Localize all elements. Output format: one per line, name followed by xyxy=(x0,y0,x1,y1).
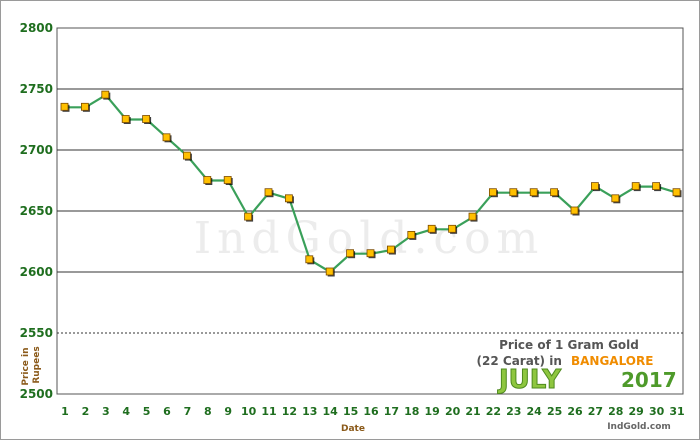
x-tick-16: 16 xyxy=(363,405,379,418)
data-point-5[interactable] xyxy=(142,115,151,123)
x-tick-labels: 1 2 3 4 5 6 7 8 9 10 11 12 13 14 15 16 17 18 19 20 21 22 23 24 2… xyxy=(61,405,684,418)
data-point-15[interactable] xyxy=(346,249,355,258)
data-point-27[interactable] xyxy=(591,182,599,191)
x-tick-27: 27 xyxy=(588,405,603,418)
data-point-6[interactable] xyxy=(162,133,171,142)
data-point-17[interactable] xyxy=(386,245,395,254)
y-tick-2650: 2650 xyxy=(20,204,53,218)
x-tick-23: 23 xyxy=(506,405,521,418)
data-point-28[interactable] xyxy=(611,194,620,203)
data-point-20[interactable] xyxy=(448,224,457,233)
x-tick-10: 10 xyxy=(241,405,257,418)
site-credit: IndGold.com xyxy=(607,422,671,432)
data-point-12[interactable] xyxy=(284,194,293,203)
y-tick-2750: 2750 xyxy=(20,82,53,96)
x-axis-label: Date xyxy=(341,424,365,434)
data-point-19[interactable] xyxy=(427,224,436,233)
x-tick-14: 14 xyxy=(323,405,339,418)
x-tick-31: 31 xyxy=(669,405,684,418)
y-tick-2550: 2550 xyxy=(20,326,53,340)
x-tick-13: 13 xyxy=(302,405,317,418)
x-tick-2: 2 xyxy=(82,405,90,418)
y-tick-2800: 2800 xyxy=(20,21,53,35)
x-tick-8: 8 xyxy=(204,405,212,418)
x-tick-1: 1 xyxy=(61,405,69,418)
y-tick-2500: 2500 xyxy=(20,387,53,401)
data-point-10[interactable] xyxy=(244,212,253,221)
x-tick-15: 15 xyxy=(343,405,358,418)
y-tick-2700: 2700 xyxy=(20,143,53,157)
x-tick-22: 22 xyxy=(486,405,501,418)
title-box: Price of 1 Gram Gold (22 Carat) in BANGA… xyxy=(477,338,677,432)
data-point-22[interactable] xyxy=(488,188,497,197)
x-tick-29: 29 xyxy=(629,405,644,418)
x-tick-3: 3 xyxy=(102,405,110,418)
x-tick-30: 30 xyxy=(649,405,665,418)
x-tick-25: 25 xyxy=(547,405,562,418)
data-point-11[interactable] xyxy=(264,188,273,197)
y-tick-2600: 2600 xyxy=(20,265,53,279)
data-point-31[interactable] xyxy=(672,188,681,197)
x-tick-4: 4 xyxy=(122,405,130,418)
y-axis-label-line2: Rupees xyxy=(32,346,42,383)
data-point-24[interactable] xyxy=(529,188,538,197)
x-tick-24: 24 xyxy=(527,405,543,418)
title-line2-pre: (22 Carat) in xyxy=(477,354,562,368)
data-point-13[interactable] xyxy=(305,255,314,264)
data-point-4[interactable] xyxy=(121,115,130,123)
title-city: BANGALORE xyxy=(571,354,653,368)
data-point-14[interactable] xyxy=(325,267,334,276)
data-point-25[interactable] xyxy=(550,188,558,197)
x-tick-9: 9 xyxy=(224,405,232,418)
y-axis-label: Price in Rupees xyxy=(21,344,42,385)
series-price xyxy=(60,90,682,277)
data-point-16[interactable] xyxy=(366,249,375,258)
data-point-18[interactable] xyxy=(407,230,416,239)
title-month: JULY xyxy=(497,365,562,395)
data-point-9[interactable] xyxy=(223,176,232,184)
data-point-8[interactable] xyxy=(203,176,212,184)
x-tick-18: 18 xyxy=(404,405,419,418)
data-point-26[interactable] xyxy=(570,206,579,215)
x-tick-21: 21 xyxy=(465,405,480,418)
data-point-3[interactable] xyxy=(101,90,110,99)
title-line2: (22 Carat) in BANGALORE xyxy=(477,350,654,369)
title-line1: Price of 1 Gram Gold xyxy=(499,338,639,352)
data-point-7[interactable] xyxy=(182,151,191,160)
data-point-21[interactable] xyxy=(468,212,477,221)
x-tick-5: 5 xyxy=(143,405,151,418)
data-point-29[interactable] xyxy=(631,182,640,191)
x-tick-6: 6 xyxy=(163,405,171,418)
y-tick-labels: 2500 2550 2600 2650 2700 2750 2800 xyxy=(20,21,53,401)
x-tick-11: 11 xyxy=(261,405,276,418)
x-tick-7: 7 xyxy=(184,405,192,418)
x-tick-17: 17 xyxy=(384,405,399,418)
x-tick-19: 19 xyxy=(425,405,440,418)
x-tick-28: 28 xyxy=(608,405,623,418)
data-point-30[interactable] xyxy=(652,182,660,191)
data-point-2[interactable] xyxy=(81,102,89,111)
y-axis-label-line1: Price in xyxy=(21,347,31,385)
data-point-1[interactable] xyxy=(60,102,69,111)
data-point-23[interactable] xyxy=(509,188,518,197)
x-tick-26: 26 xyxy=(567,405,583,418)
x-tick-20: 20 xyxy=(445,405,461,418)
x-tick-12: 12 xyxy=(282,405,297,418)
title-year: 2017 xyxy=(621,368,677,392)
